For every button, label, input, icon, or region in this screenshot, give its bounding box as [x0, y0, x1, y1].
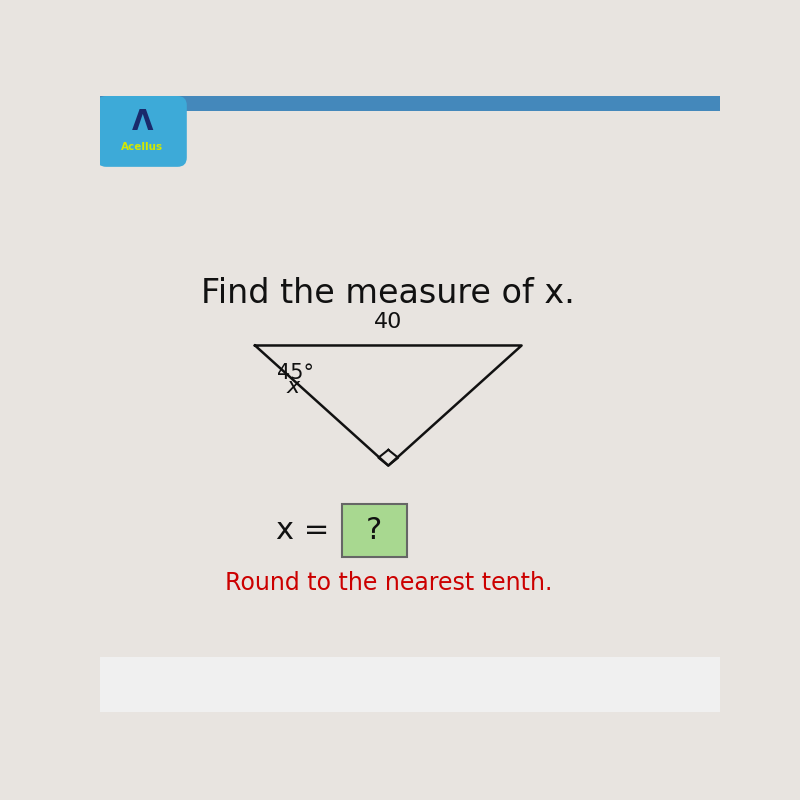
- FancyBboxPatch shape: [342, 505, 407, 557]
- FancyBboxPatch shape: [100, 657, 720, 712]
- FancyBboxPatch shape: [97, 96, 187, 167]
- Text: 40: 40: [374, 312, 402, 332]
- Text: Acellus: Acellus: [121, 142, 163, 152]
- Text: x =: x =: [275, 516, 338, 545]
- Text: 45°: 45°: [277, 362, 314, 382]
- Text: Λ: Λ: [131, 109, 153, 137]
- FancyBboxPatch shape: [100, 96, 720, 111]
- Text: Round to the nearest tenth.: Round to the nearest tenth.: [225, 570, 552, 594]
- Text: Find the measure of x.: Find the measure of x.: [202, 277, 575, 310]
- Text: ?: ?: [366, 516, 382, 545]
- Text: x: x: [287, 377, 300, 397]
